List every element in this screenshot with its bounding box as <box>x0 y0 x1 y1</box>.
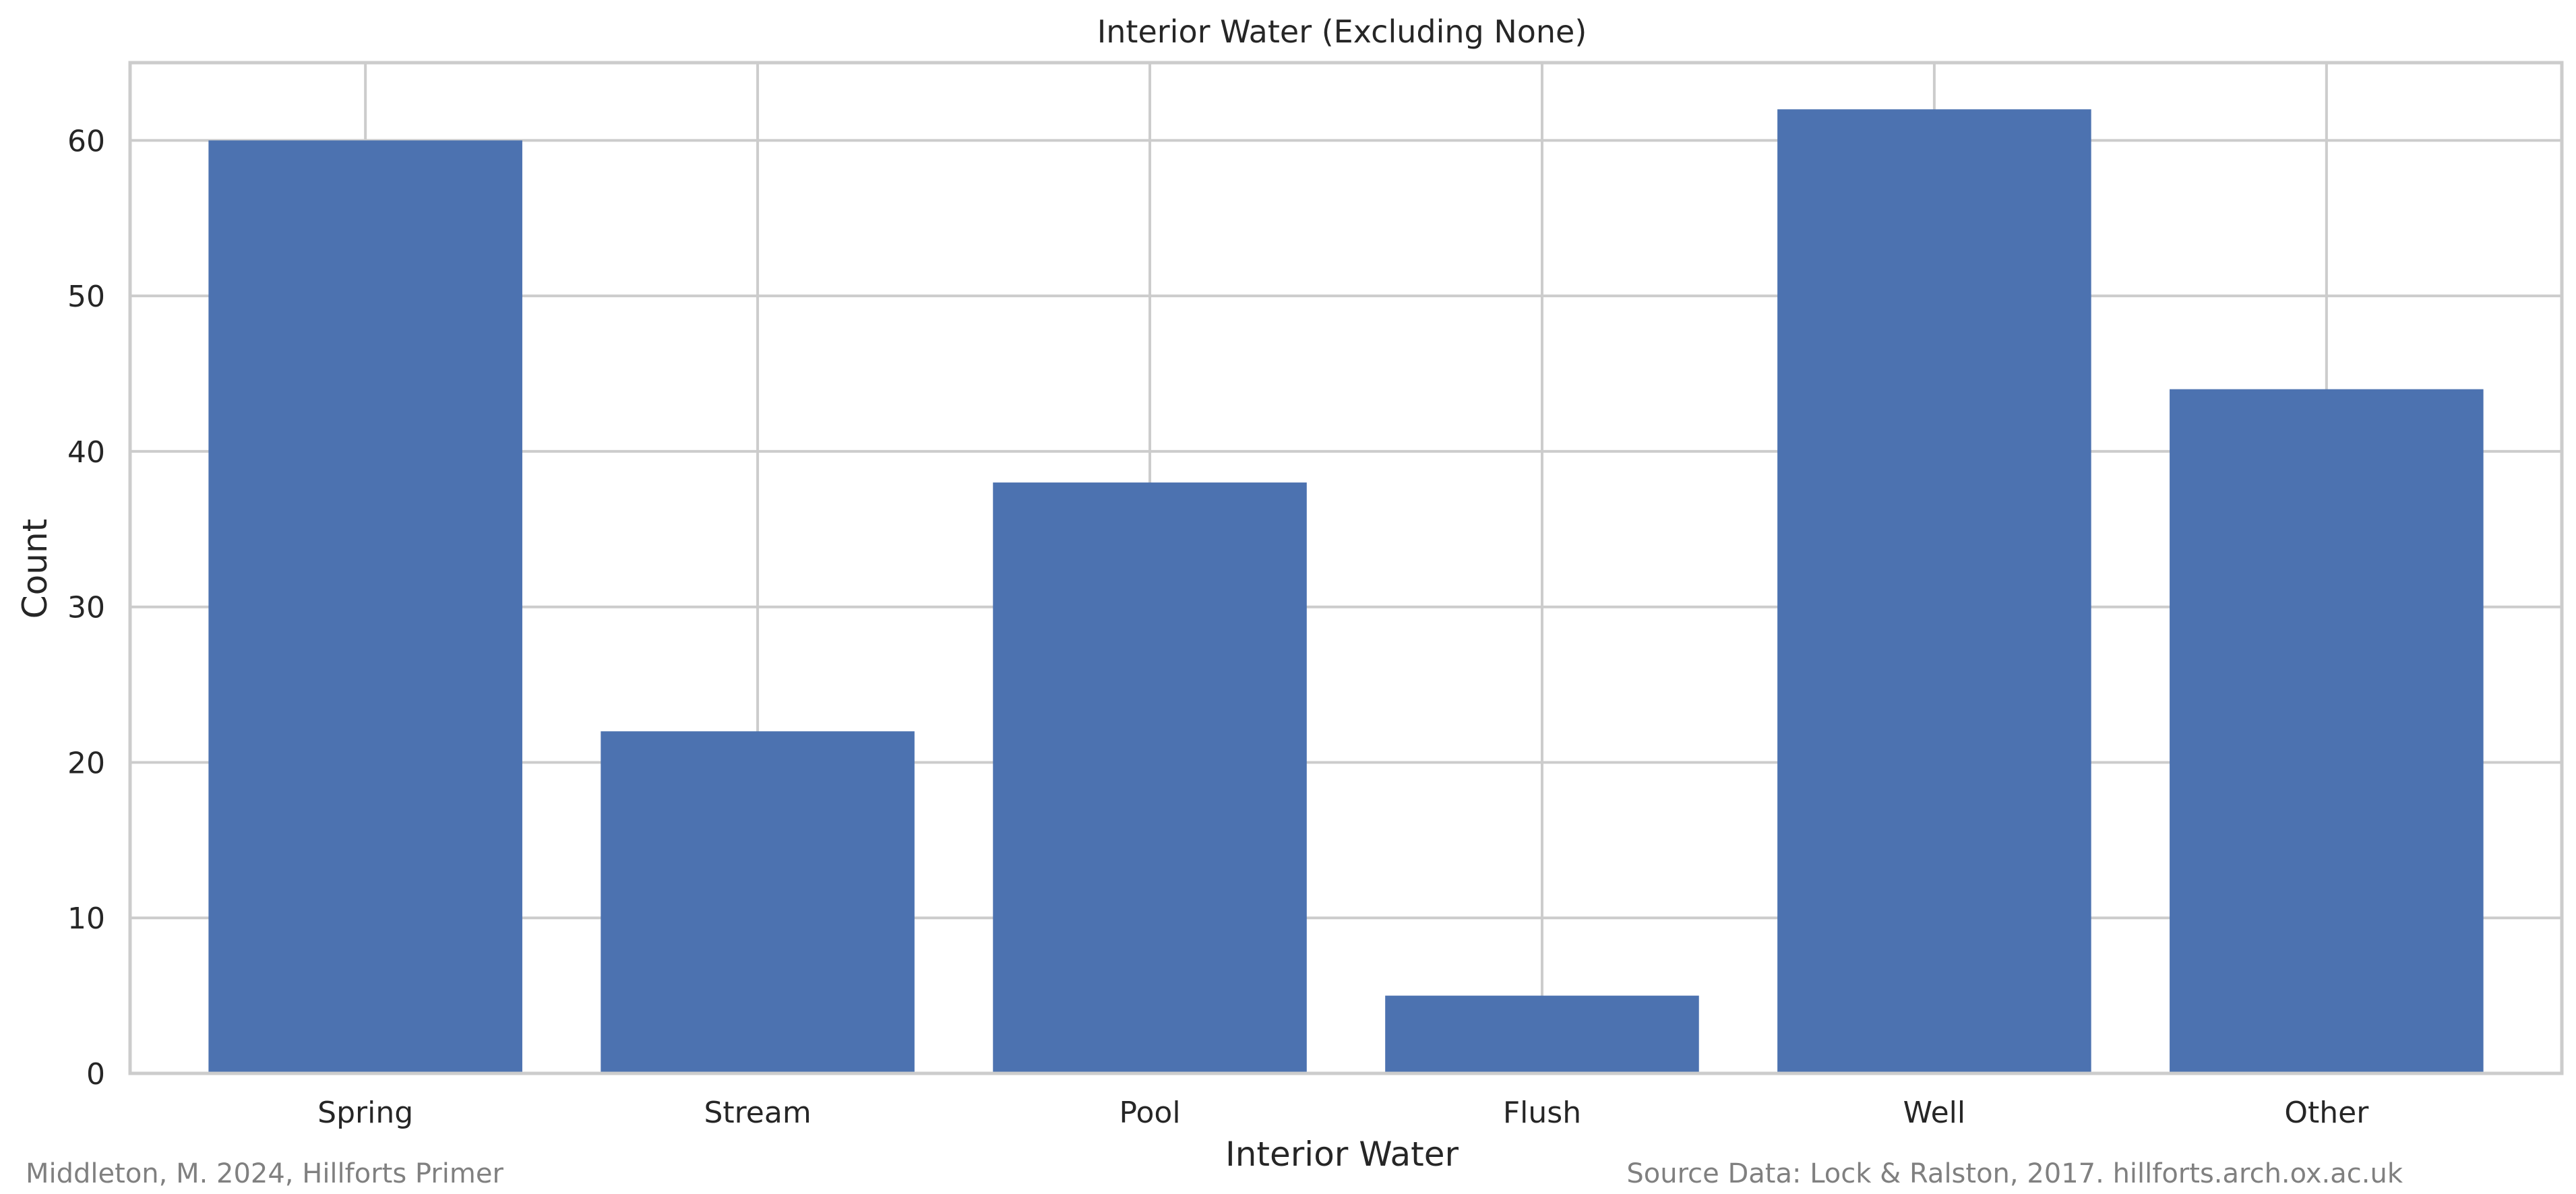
plot-frame <box>128 61 2564 1075</box>
y-tick-labels: 0 10 20 30 40 50 60 <box>67 124 105 1092</box>
y-tick-label: 60 <box>67 124 105 158</box>
x-tick-label: Other <box>2284 1096 2369 1130</box>
x-tick-labels: Spring Stream Pool Flush Well Other <box>317 1096 2369 1130</box>
y-tick-label: 50 <box>67 280 105 314</box>
x-axis-label: Interior Water <box>1225 1135 1459 1174</box>
x-tick-label: Well <box>1903 1096 1965 1130</box>
y-tick-label: 30 <box>67 591 105 625</box>
x-tick-label: Pool <box>1120 1096 1181 1130</box>
bar-other <box>2170 389 2484 1073</box>
y-axis-label: Count <box>16 519 55 619</box>
footer-source: Source Data: Lock & Ralston, 2017. hillf… <box>1626 1158 2403 1189</box>
x-tick-label: Stream <box>704 1096 811 1130</box>
chart-title: Interior Water (Excluding None) <box>1097 13 1587 50</box>
bar-spring <box>208 140 522 1073</box>
y-tick-label: 10 <box>67 902 105 936</box>
y-tick-label: 40 <box>67 435 105 470</box>
x-tick-label: Spring <box>317 1096 413 1130</box>
bar-well <box>1777 109 2091 1074</box>
bar-pool <box>993 482 1307 1073</box>
bar-stream <box>601 731 915 1073</box>
footer-credit: Middleton, M. 2024, Hillforts Primer <box>26 1158 503 1189</box>
bar-flush <box>1385 995 1699 1073</box>
x-tick-label: Flush <box>1503 1096 1581 1130</box>
y-tick-label: 0 <box>86 1057 105 1092</box>
bars <box>208 109 2484 1074</box>
y-tick-label: 20 <box>67 746 105 780</box>
